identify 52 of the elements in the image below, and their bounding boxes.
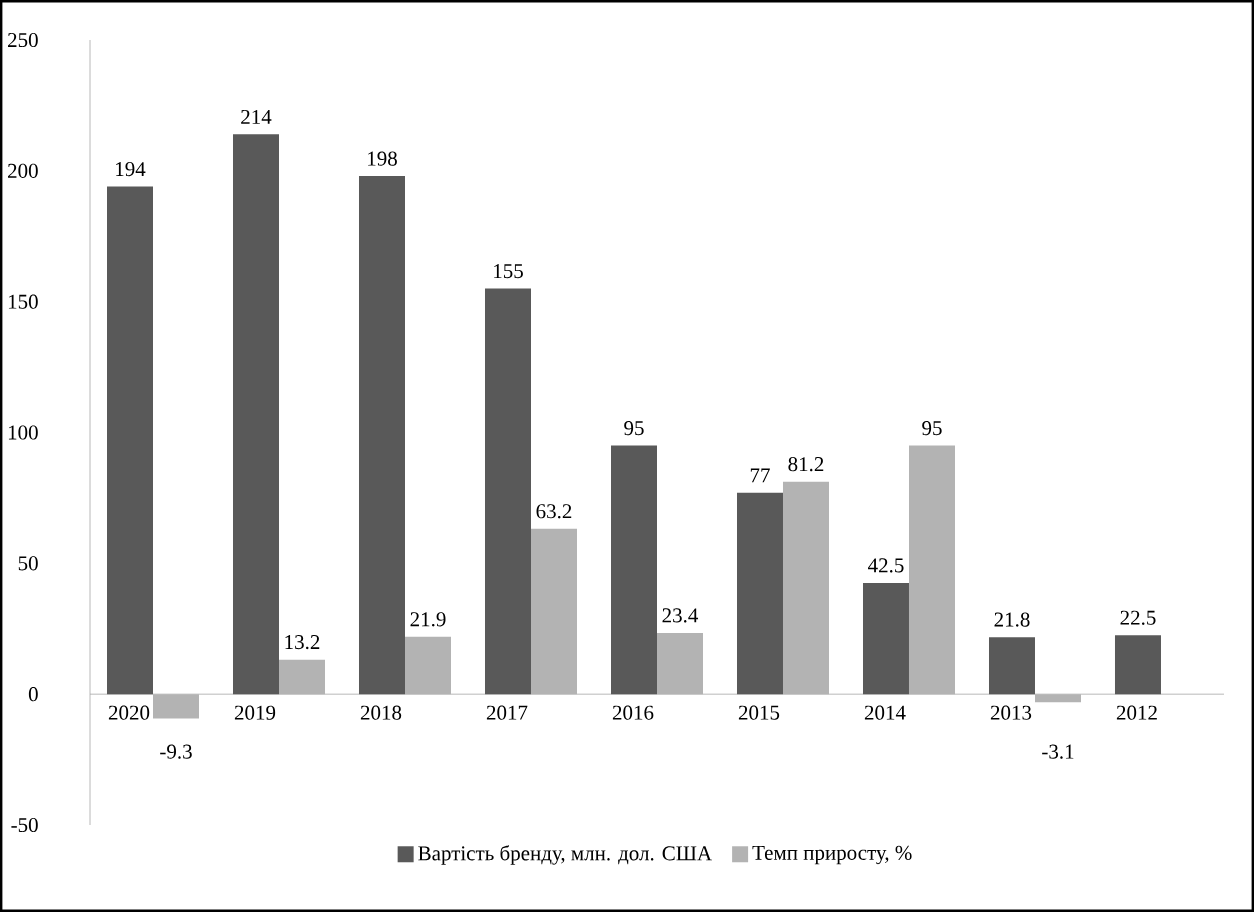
x-tick-label: 2015	[738, 705, 780, 720]
x-tick-label: 2018	[360, 705, 402, 720]
x-tick-label: 2019	[234, 705, 276, 720]
data-label: 23.4	[662, 608, 699, 623]
bar	[531, 528, 577, 695]
data-label: 21.9	[410, 612, 446, 627]
y-tick-label: 50	[18, 556, 38, 571]
bar	[611, 445, 657, 695]
data-label: 42.5	[868, 558, 904, 573]
legend-label: Темп приросту, %	[752, 845, 912, 865]
bar	[107, 186, 153, 695]
bar	[485, 288, 531, 695]
bar	[657, 632, 703, 695]
bar	[405, 636, 451, 695]
bar	[279, 659, 325, 695]
bar	[862, 582, 909, 695]
data-label: -3.1	[1042, 744, 1074, 759]
x-tick-label: 2014	[864, 705, 906, 720]
y-tick-label: 200	[8, 163, 38, 178]
data-label: 77	[750, 468, 770, 483]
data-label: 95	[624, 421, 644, 436]
x-tick-label: 2017	[486, 705, 528, 720]
data-label: 95	[922, 421, 942, 436]
data-label: 63.2	[536, 504, 572, 519]
data-label: 13.2	[285, 635, 320, 650]
data-label: 22.5	[1120, 610, 1156, 625]
x-tick-label: 2016	[612, 705, 654, 720]
y-tick-label: 100	[8, 425, 38, 440]
data-label: 214	[241, 109, 272, 124]
x-tick-label: 2013	[990, 705, 1032, 720]
x-tick-label: 2012	[1116, 705, 1157, 720]
bar	[359, 176, 405, 695]
bar	[988, 637, 1035, 695]
bar	[908, 445, 955, 695]
bar	[233, 134, 279, 695]
bar	[736, 492, 783, 695]
x-tick-label: 2020	[108, 705, 150, 720]
bar	[782, 481, 829, 695]
bar	[1114, 635, 1161, 695]
data-label: 155	[494, 264, 523, 279]
data-label: 81.2	[788, 457, 824, 472]
data-label: 194	[116, 162, 146, 177]
data-label: 21.8	[994, 612, 1030, 627]
data-label: -9.3	[160, 744, 192, 759]
bar	[153, 694, 199, 719]
y-tick-label: 250	[8, 32, 38, 48]
data-label: 198	[368, 151, 397, 166]
y-tick-label: -50	[11, 817, 38, 833]
y-tick-label: 0	[28, 687, 38, 702]
y-tick-label: 150	[8, 294, 38, 309]
bar	[1034, 694, 1081, 703]
legend-label: Вартість бренду, млн. дол. США	[418, 845, 712, 865]
